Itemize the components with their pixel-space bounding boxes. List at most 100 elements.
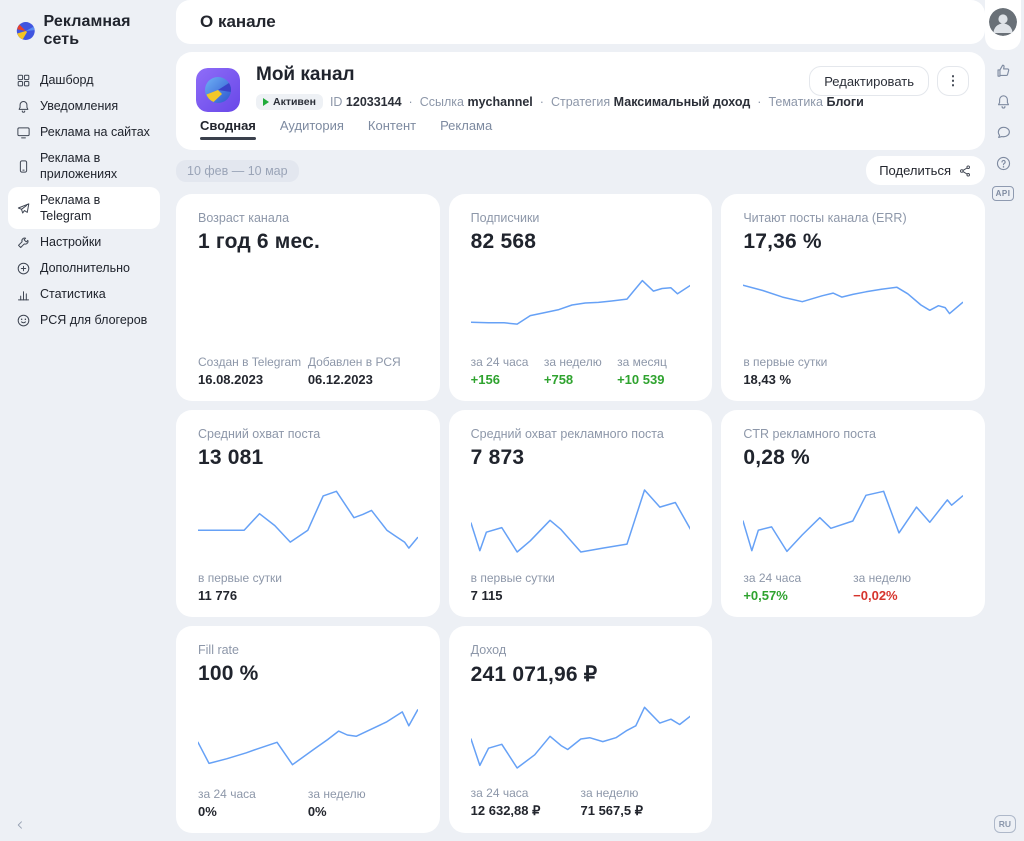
meta-label: Тематика — [768, 95, 823, 109]
user-avatar[interactable] — [985, 0, 1021, 50]
stats-grid: Возраст канала 1 год 6 мес. Создан в Tel… — [176, 194, 985, 833]
right-rail: API RU — [984, 0, 1024, 841]
language-badge[interactable]: RU — [993, 815, 1016, 833]
channel-name: Мой канал — [256, 64, 355, 85]
stat-footer-item: за 24 часа 12 632,88 ₽ — [471, 786, 581, 819]
stat-footer-item: в первые сутки 18,43 % — [743, 355, 963, 387]
stat-footer-item: за 24 часа +156 — [471, 355, 544, 387]
stat-footer-label: в первые сутки — [198, 571, 283, 585]
tab-content[interactable]: Контент — [367, 118, 417, 133]
stat-card: Подписчики 82 568 за 24 часа +156 за недел… — [448, 194, 713, 401]
meta-label: ID — [329, 95, 343, 109]
chat-icon[interactable] — [995, 124, 1012, 141]
stat-card-footer: за 24 часа +156 за неделю +758 за месяц +10 5… — [471, 355, 691, 387]
sidebar-item-label: Настройки — [40, 235, 102, 249]
main-content: О канале — [176, 0, 985, 833]
sidebar-item-monitor[interactable]: Реклама на сайтах — [8, 119, 160, 145]
page-title: О канале — [200, 12, 276, 31]
channel-actions: Редактировать ⋮ — [809, 66, 969, 96]
sidebar: Рекламная сеть Дашборд Уведомления Реклама… — [0, 0, 168, 841]
stat-footer-item: за неделю 0% — [308, 787, 418, 819]
stat-card-value: 241 071,96 ₽ — [470, 663, 598, 686]
stat-card: Средний охват рекламного поста 7 873 в п… — [448, 410, 713, 617]
api-badge[interactable]: API — [991, 186, 1015, 201]
stat-footer-label: в первые сутки — [470, 571, 555, 585]
chevron-left-icon — [13, 818, 27, 832]
sidebar-item-plus-circle[interactable]: Дополнительно — [8, 255, 160, 281]
monitor-icon — [16, 125, 31, 140]
meta-label: Ссылка — [419, 95, 464, 109]
sidebar-collapse-button[interactable] — [10, 815, 30, 835]
stat-card: CTR рекламного поста 0,28 % за 24 часа +0… — [721, 410, 985, 617]
channel-avatar — [196, 68, 240, 112]
share-label: Поделиться — [879, 163, 951, 178]
sidebar-item-phone[interactable]: Реклама в приложениях — [8, 145, 160, 187]
sparkline-chart — [470, 687, 691, 786]
stat-footer-label: за неделю — [580, 786, 639, 800]
tab-audience[interactable]: Аудитория — [279, 118, 344, 133]
help-icon[interactable] — [995, 155, 1012, 172]
sidebar-item-telegram[interactable]: Реклама в Telegram — [8, 187, 160, 229]
stat-footer-item: за 24 часа +0,57% — [743, 571, 853, 603]
sparkline-chart — [198, 470, 418, 571]
sidebar-item-label: Уведомления — [40, 99, 119, 113]
share-button[interactable]: Поделиться — [866, 156, 985, 185]
smiley-icon — [16, 313, 31, 328]
top-bar: О канале — [176, 0, 985, 44]
sidebar-item-chart[interactable]: Статистика — [8, 281, 160, 307]
stat-card-value: 100 % — [198, 662, 259, 685]
sidebar-item-smiley[interactable]: РСЯ для блогеров — [8, 307, 160, 333]
sidebar-item-label: Дополнительно — [40, 261, 130, 275]
stat-card-value: 1 год 6 мес. — [198, 230, 321, 253]
sidebar-item-label: Реклама в приложениях — [40, 151, 118, 181]
bell-icon — [16, 99, 31, 114]
stat-footer-value: 11 776 — [198, 588, 238, 603]
sidebar-item-label: Реклама на сайтах — [40, 125, 150, 139]
tab-summary[interactable]: Сводная — [200, 118, 256, 140]
stat-card-value: 13 081 — [198, 446, 264, 469]
sparkline-chart — [198, 254, 418, 355]
stat-footer-item: за неделю −0,02% — [853, 571, 963, 603]
notifications-bell-icon[interactable] — [995, 93, 1012, 110]
date-range-chip[interactable]: 10 фев — 10 мар — [176, 160, 299, 182]
channel-avatar-icon — [196, 68, 240, 112]
meta-item: Ссылка mychannel — [420, 95, 533, 109]
stat-footer-value: 0% — [307, 804, 327, 819]
tab-ads[interactable]: Реклама — [440, 118, 493, 133]
sparkline-chart — [743, 470, 963, 571]
stat-card-title: Читают посты канала (ERR) — [743, 211, 907, 225]
meta-item: Тематика Блоги — [768, 95, 863, 109]
sidebar-item-label: Статистика — [40, 287, 106, 301]
stat-footer-item: Добавлен в РСЯ 06.12.2023 — [308, 355, 418, 387]
sidebar-item-dashboard[interactable]: Дашборд — [8, 67, 160, 93]
stat-card-title: Средний охват рекламного поста — [470, 427, 664, 441]
sidebar-item-wrench[interactable]: Настройки — [8, 229, 160, 255]
brand: Рекламная сеть — [0, 0, 168, 63]
sidebar-item-label: Дашборд — [40, 73, 94, 87]
stat-card: Возраст канала 1 год 6 мес. Создан в Tel… — [176, 194, 440, 401]
wrench-icon — [16, 235, 31, 250]
stat-footer-label: за месяц — [617, 355, 667, 369]
edit-button[interactable]: Редактировать — [809, 66, 929, 96]
more-options-button[interactable]: ⋮ — [937, 66, 969, 96]
stat-card-footer: Создан в Telegram 16.08.2023 Добавлен в РС… — [198, 355, 418, 387]
stat-footer-item: за неделю 71 567,5 ₽ — [581, 786, 691, 819]
stat-footer-value: 71 567,5 ₽ — [580, 803, 644, 818]
stat-footer-value: 18,43 % — [743, 372, 792, 387]
stat-card-footer: за 24 часа 12 632,88 ₽ за неделю 71 567,5 ₽ — [471, 786, 691, 819]
meta-label: Стратегия — [550, 95, 611, 109]
stat-footer-label: за 24 часа — [198, 787, 256, 801]
thumbs-up-icon[interactable] — [995, 62, 1012, 79]
stat-card-title: Средний охват поста — [198, 427, 321, 441]
sidebar-item-bell[interactable]: Уведомления — [8, 93, 160, 119]
stat-footer-value: 16.08.2023 — [198, 372, 264, 387]
sidebar-nav: Дашборд Уведомления Реклама на сайтах Рекла… — [0, 63, 168, 333]
status-badge: Активен — [256, 94, 323, 110]
stat-card-title: Доход — [470, 643, 507, 657]
stat-card-footer: в первые сутки 18,43 % — [743, 355, 963, 387]
stat-footer-label: Создан в Telegram — [198, 355, 302, 369]
stat-card-footer: за 24 часа 0% за неделю 0% — [198, 787, 418, 819]
stat-card-value: 17,36 % — [743, 230, 822, 253]
meta-value: Максимальный доход — [613, 95, 751, 109]
